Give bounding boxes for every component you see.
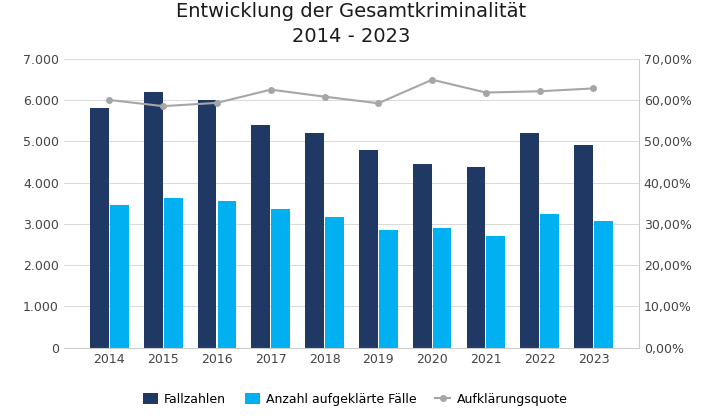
Bar	[413, 164, 432, 348]
Bar	[325, 217, 344, 348]
Bar	[520, 133, 539, 348]
Bar	[594, 221, 613, 348]
Bar	[359, 150, 378, 348]
Bar	[164, 198, 182, 348]
Aufklärungsquote	[589, 86, 598, 91]
Bar	[251, 125, 271, 348]
Aufklärungsquote	[320, 94, 329, 99]
Aufklärungsquote	[428, 77, 437, 82]
Aufklärungsquote	[266, 87, 275, 92]
Bar	[379, 230, 398, 348]
Bar	[466, 167, 486, 348]
Aufklärungsquote	[105, 98, 114, 103]
Bar	[432, 228, 452, 348]
Aufklärungsquote	[535, 89, 544, 94]
Title: Entwicklung der Gesamtkriminalität
2014 - 2023: Entwicklung der Gesamtkriminalität 2014 …	[176, 2, 527, 46]
Bar	[574, 145, 593, 348]
Bar	[197, 100, 217, 348]
Bar	[305, 133, 324, 348]
Bar	[540, 215, 559, 348]
Bar	[217, 201, 236, 348]
Aufklärungsquote	[374, 101, 383, 106]
Bar	[144, 92, 163, 348]
Line: Aufklärungsquote: Aufklärungsquote	[106, 77, 596, 109]
Aufklärungsquote	[159, 103, 168, 109]
Aufklärungsquote	[481, 90, 490, 95]
Legend: Fallzahlen, Anzahl aufgeklärte Fälle, Aufklärungsquote: Fallzahlen, Anzahl aufgeklärte Fälle, Au…	[138, 388, 572, 411]
Bar	[486, 236, 506, 348]
Aufklärungsquote	[213, 100, 222, 105]
Bar	[271, 209, 290, 348]
Bar	[110, 205, 129, 348]
Bar	[90, 108, 109, 348]
